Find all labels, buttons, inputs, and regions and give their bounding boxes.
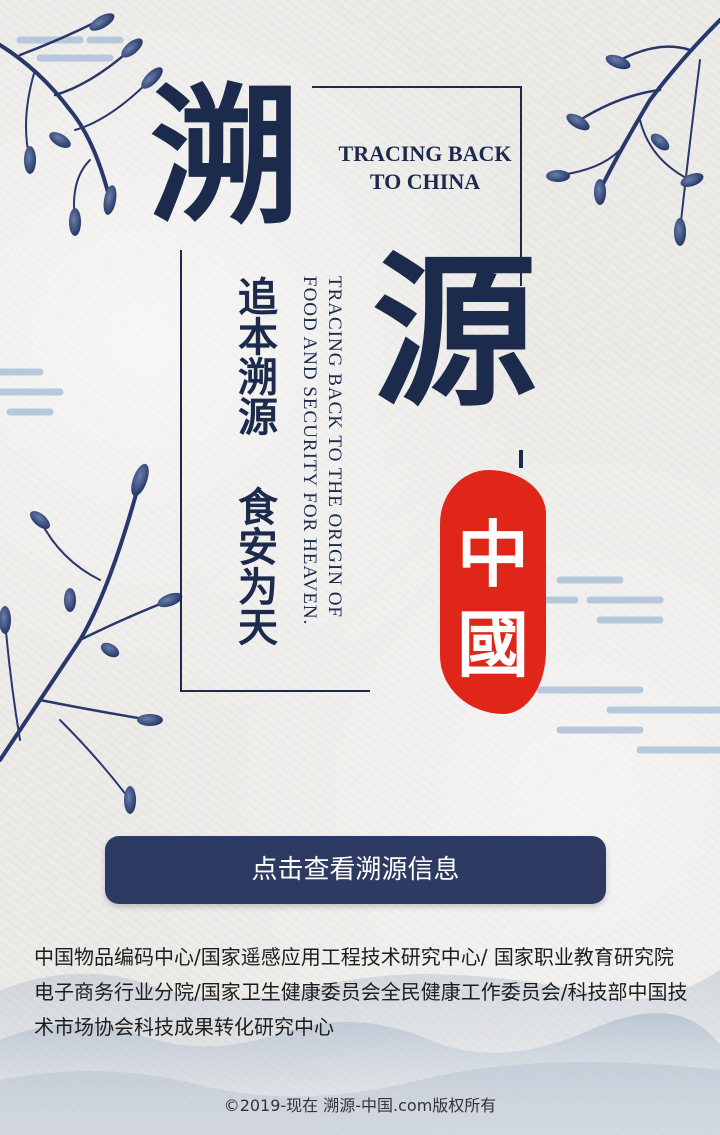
title-frame-top <box>312 86 522 88</box>
slogan-english-line-2: FOOD AND SECURITY FOR HEAVEN. <box>299 276 320 626</box>
mountain-wash-icon <box>0 970 720 1135</box>
view-tracing-info-button[interactable]: 点击查看溯源信息 <box>105 836 606 904</box>
title-char-yuan: 源 <box>372 235 537 429</box>
frame-tick <box>519 450 523 468</box>
title-frame-bottom <box>180 690 370 692</box>
red-seal-stamp <box>440 470 546 714</box>
branch-bottom-left-icon <box>0 478 172 801</box>
seal-text: 中國 <box>456 512 529 687</box>
english-title: TRACING BACK TO CHINA <box>338 141 512 194</box>
title-frame-right <box>520 86 522 286</box>
leaves-top-right-icon <box>546 54 704 246</box>
leaves-bottom-left-icon <box>0 463 183 814</box>
slogan-phrase-1: 追本溯源 <box>231 276 277 436</box>
slogan-english-line-1: TRACING BACK TO THE ORIGIN OF <box>324 276 345 618</box>
copyright-text: ©2019-现在 溯源-中国.com版权所有 <box>223 1096 497 1115</box>
title-frame-left <box>180 250 182 690</box>
cloud-motif-icon <box>0 36 720 754</box>
organizations-text: 中国物品编码中心/国家遥感应用工程技术研究中心/ 国家职业教育研究院电子商务行业… <box>34 945 688 1039</box>
title-char-su: 溯 <box>150 69 300 245</box>
branch-top-right-icon <box>559 18 720 231</box>
leaves-top-left-icon <box>24 13 163 236</box>
slogan-phrase-2: 食安为天 <box>231 486 277 646</box>
